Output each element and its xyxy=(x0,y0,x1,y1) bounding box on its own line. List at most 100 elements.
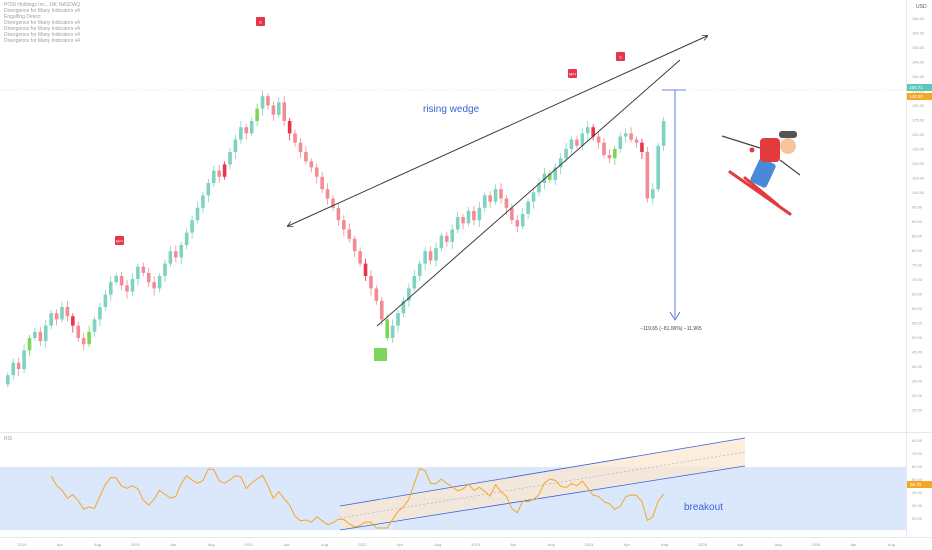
signal-b-flag-text: B xyxy=(259,19,262,24)
time-tick-label: 2022 xyxy=(358,542,368,547)
price-tick-label: 45.00 xyxy=(912,350,923,355)
candle-body xyxy=(569,139,574,149)
currency-label: USD xyxy=(916,4,927,10)
candle-body xyxy=(33,331,37,338)
price-tick-label: 115.00 xyxy=(912,147,925,152)
rsi-tick-label: 80.00 xyxy=(912,438,923,443)
candle-body xyxy=(488,195,492,202)
candle-body xyxy=(119,276,124,286)
candle-body xyxy=(87,331,91,345)
legend-symbol: POSt Holdings Inc., 1W, NASDAQ xyxy=(4,2,81,8)
candle-body xyxy=(613,148,617,159)
candle-body xyxy=(618,136,623,149)
candle-body xyxy=(640,142,644,152)
price-tick-label: 50.00 xyxy=(912,335,923,340)
candle-body xyxy=(54,313,59,320)
candle-body xyxy=(211,170,216,183)
candle-body xyxy=(314,167,319,177)
time-tick-label: Aug xyxy=(434,542,441,547)
candle-body xyxy=(81,338,86,345)
signal-s-flag xyxy=(616,52,625,61)
candle-body xyxy=(347,229,352,239)
rsi-value-tag xyxy=(907,481,932,488)
candle-body xyxy=(623,133,628,137)
candle-body xyxy=(461,217,465,224)
time-tick-label: Apr xyxy=(510,542,517,547)
rsi-panel xyxy=(0,437,906,531)
wedge-lower-line xyxy=(376,59,681,327)
breakout-label: breakout xyxy=(684,502,723,513)
rsi-tag: RSI xyxy=(4,436,12,442)
price-tick-label: 155.00 xyxy=(912,31,925,36)
candle-body xyxy=(98,307,102,320)
rising-wedge-lines[interactable] xyxy=(288,36,707,327)
price-tick-label: 55.00 xyxy=(912,321,923,326)
price-tick-label: 160.00 xyxy=(912,16,925,21)
candle-body xyxy=(60,307,64,320)
time-tick-label: 2025 xyxy=(698,542,708,547)
candle-body xyxy=(515,220,520,227)
candle-body xyxy=(195,207,200,221)
candle-body xyxy=(108,282,113,295)
time-tick-label: Apr xyxy=(397,542,404,547)
candle-body xyxy=(293,133,297,143)
candle-body xyxy=(401,300,406,314)
legend-line: Divergence for Many Indicators v4 xyxy=(4,32,80,38)
candle-body xyxy=(477,207,482,221)
candle-body xyxy=(277,102,281,115)
signal-markers: B MFI MFI S xyxy=(115,17,625,361)
price-tick-label: 105.00 xyxy=(912,176,925,181)
skier-jacket xyxy=(760,138,780,162)
candle-body xyxy=(596,136,601,143)
time-tick-label: Aug xyxy=(774,542,781,547)
price-pane[interactable] xyxy=(0,0,906,432)
candle-body xyxy=(385,319,389,338)
time-tick-label: Apr xyxy=(283,542,290,547)
skier-pants xyxy=(750,158,776,188)
time-tick-label: Aug xyxy=(888,542,895,547)
candle-body xyxy=(423,251,427,264)
time-tick-label: Aug xyxy=(94,542,101,547)
price-tick-label: 70.00 xyxy=(912,277,923,282)
time-tick-label: Apr xyxy=(737,542,744,547)
candle-body xyxy=(650,189,655,199)
candle-body xyxy=(71,316,75,326)
rsi-channel-bottom xyxy=(339,465,746,531)
axes: 160.00155.00150.00145.00140.00135.00130.… xyxy=(18,16,932,547)
price-tick-label: 90.00 xyxy=(912,219,923,224)
rsi-tick-label: 60.00 xyxy=(912,464,923,469)
legend-line: Divergence for Many Indicators v4 xyxy=(4,8,80,14)
rsi-tick-label: 70.00 xyxy=(912,451,923,456)
candle-body xyxy=(43,325,48,342)
candle-body xyxy=(125,285,129,292)
candle-body xyxy=(363,263,368,276)
candle-body xyxy=(168,251,173,264)
skier-glove xyxy=(749,147,755,153)
candle-body xyxy=(184,232,189,245)
candle-body xyxy=(369,276,373,289)
candle-body xyxy=(499,189,503,199)
candle-body xyxy=(439,235,444,249)
price-tick-label: 60.00 xyxy=(912,306,923,311)
candle-body xyxy=(76,325,81,338)
rsi-channel-mid xyxy=(339,451,746,519)
candle-body xyxy=(244,127,249,134)
rsi-channel-top xyxy=(339,437,746,507)
candle-body xyxy=(266,96,270,106)
measure-tool[interactable] xyxy=(662,89,686,321)
candle-body xyxy=(482,195,487,208)
candle-body xyxy=(146,272,151,283)
time-tick-label: 2026 xyxy=(811,542,821,547)
candle-body xyxy=(472,210,476,221)
candle-body xyxy=(287,121,292,134)
candle-body xyxy=(455,217,460,230)
measure-arrow xyxy=(669,311,681,321)
candle-body xyxy=(282,102,287,121)
signal-mfi2-flag xyxy=(568,69,577,78)
candle-body xyxy=(304,152,308,162)
candle-body xyxy=(585,127,590,134)
price-tick-label: 85.00 xyxy=(912,234,923,239)
time-tick-label: 2021 xyxy=(244,542,254,547)
legend-line: Divergence for Many Indicators v4 xyxy=(4,20,80,26)
